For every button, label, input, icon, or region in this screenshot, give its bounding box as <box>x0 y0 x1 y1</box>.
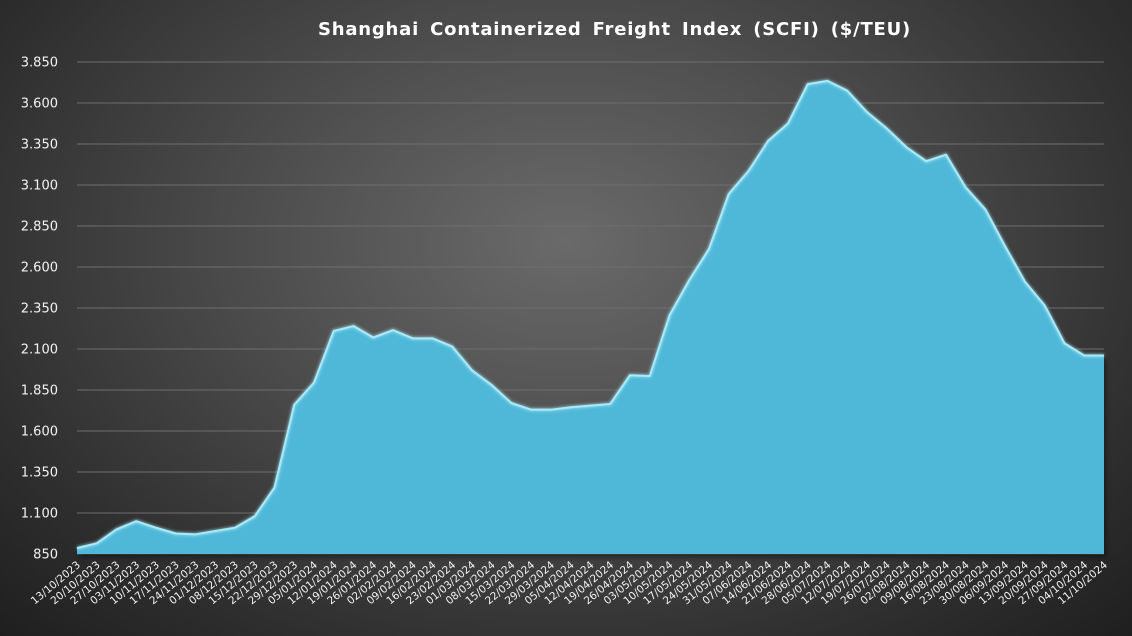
area-series <box>76 78 1105 555</box>
data-point <box>984 208 986 210</box>
data-point <box>1004 245 1006 247</box>
data-point <box>708 248 710 250</box>
data-point <box>1024 281 1026 283</box>
y-tick-label: 3.100 <box>21 179 58 194</box>
data-point <box>886 127 888 129</box>
y-tick-label: 3.600 <box>21 97 58 112</box>
data-point <box>76 547 78 549</box>
data-point <box>372 336 374 338</box>
data-point <box>589 404 591 406</box>
area-fill <box>77 80 1104 555</box>
data-point <box>688 279 690 281</box>
y-tick-label: 2.350 <box>21 302 58 317</box>
data-point <box>846 90 848 92</box>
data-point <box>807 83 809 85</box>
y-tick-label: 1.600 <box>21 425 58 440</box>
data-point <box>273 486 275 488</box>
data-point <box>530 408 532 410</box>
data-point <box>471 369 473 371</box>
y-axis-ticks: 850 1.100 1.350 1.600 1.850 2.100 2.350 2.600 2.… <box>21 56 58 563</box>
data-point <box>214 530 216 532</box>
area-line <box>76 79 1104 550</box>
chart-title: Shanghai Containerized Freight Index (SC… <box>317 19 912 40</box>
y-tick-label: 3.350 <box>21 138 58 153</box>
data-point <box>866 111 868 113</box>
data-point <box>333 330 335 332</box>
y-tick-label: 1.350 <box>21 466 58 481</box>
data-point <box>1063 342 1065 344</box>
data-point <box>491 384 493 386</box>
data-point <box>451 345 453 347</box>
data-point <box>570 406 572 408</box>
data-point <box>945 153 947 155</box>
data-point <box>609 403 611 405</box>
data-point <box>550 408 552 410</box>
data-point <box>175 532 177 534</box>
data-point <box>629 374 631 376</box>
data-point <box>925 160 927 162</box>
y-tick-label: 2.850 <box>21 220 58 235</box>
data-point <box>1083 354 1085 356</box>
data-point <box>96 542 98 544</box>
data-point <box>194 533 196 535</box>
data-point <box>135 520 137 522</box>
data-point <box>510 402 512 404</box>
data-point <box>905 146 907 148</box>
y-tick-label: 2.600 <box>21 261 58 276</box>
data-point <box>254 515 256 517</box>
data-point <box>313 381 315 383</box>
data-point <box>431 337 433 339</box>
data-point <box>234 527 236 529</box>
data-point <box>352 325 354 327</box>
data-point <box>668 314 670 316</box>
data-point <box>1044 304 1046 306</box>
data-point <box>293 404 295 406</box>
data-point <box>115 528 117 530</box>
y-tick-label: 2.100 <box>21 343 58 358</box>
data-point <box>826 80 828 82</box>
y-tick-label: 850 <box>33 548 58 563</box>
data-point <box>1103 354 1105 356</box>
y-tick-label: 1.100 <box>21 507 58 522</box>
data-point <box>728 193 730 195</box>
data-point <box>649 375 651 377</box>
x-axis-ticks: 13/10/202320/10/202327/10/202303/11/2023… <box>29 559 1110 607</box>
data-point <box>965 186 967 188</box>
data-point <box>412 337 414 339</box>
data-point <box>787 122 789 124</box>
data-point <box>747 170 749 172</box>
data-point <box>392 329 394 331</box>
y-tick-label: 3.850 <box>21 56 58 71</box>
data-point <box>155 527 157 529</box>
data-point <box>767 140 769 142</box>
y-tick-label: 1.850 <box>21 384 58 399</box>
